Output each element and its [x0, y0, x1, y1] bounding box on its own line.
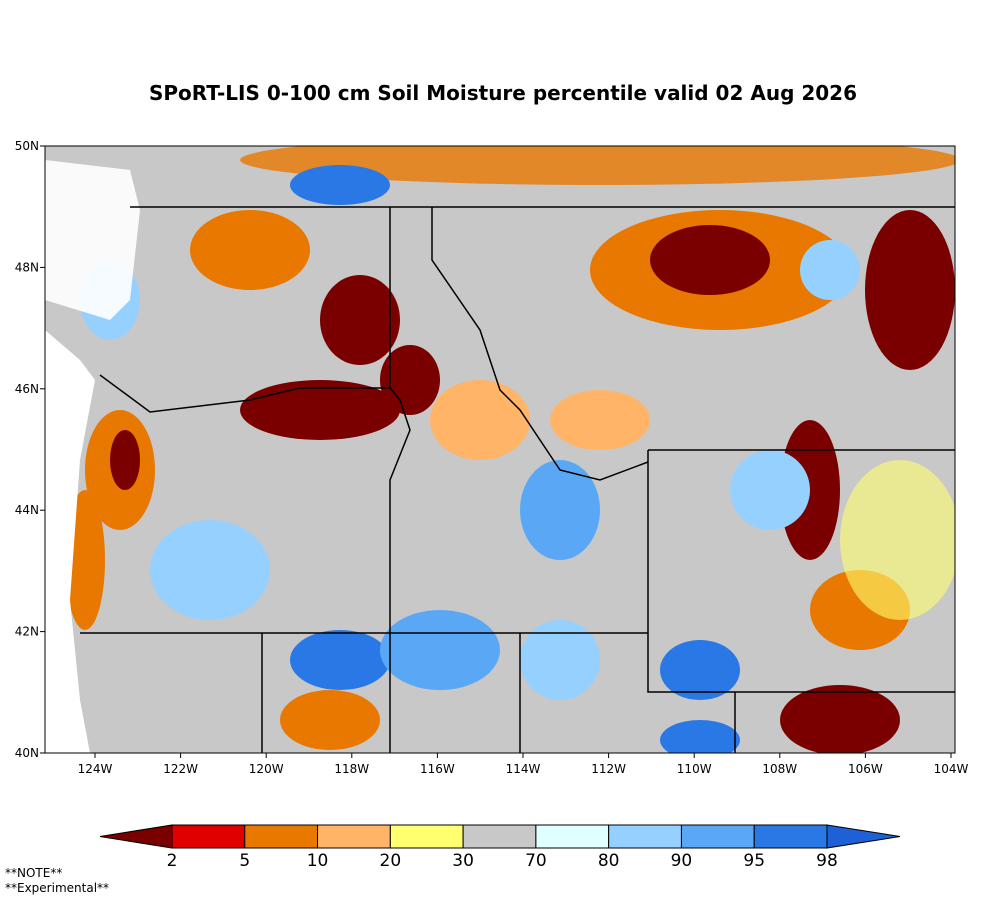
colorbar-box [535, 824, 610, 849]
colorbar-label: 80 [598, 851, 620, 871]
colorbar-box [244, 824, 319, 849]
lat-label: 46N [15, 382, 39, 396]
title: SPoRT-LIS 0-100 cm Soil Moisture percent… [149, 81, 857, 105]
colorbar: 2 5 10 20 30 70 80 90 95 98 [99, 824, 901, 871]
borders [80, 206, 955, 753]
lon-label: 110W [677, 762, 712, 776]
lon-label: 104W [934, 762, 969, 776]
colorbar-arrow [826, 824, 901, 849]
colorbar-box [389, 824, 464, 849]
colorbar-box [753, 824, 828, 849]
colorbar-box [317, 824, 391, 849]
lon-label: 112W [591, 762, 626, 776]
colorbar-label: 2 [167, 851, 178, 871]
lat-label: 40N [15, 746, 39, 760]
lat-label: 44N [15, 503, 39, 517]
lon-label: 106W [848, 762, 883, 776]
colorbar-box [680, 824, 755, 849]
lon-label: 118W [334, 762, 369, 776]
map-frame [44, 145, 956, 754]
water [45, 160, 140, 320]
colorbar-label: 95 [743, 851, 765, 871]
lat-label: 50N [15, 139, 39, 153]
colorbar-label: 5 [239, 851, 250, 871]
lon-label: 124W [78, 762, 113, 776]
lon-label: 122W [163, 762, 198, 776]
colorbar-label: 20 [380, 851, 402, 871]
note: **Experimental** [5, 881, 109, 895]
lat-label: 48N [15, 260, 39, 274]
wet-areas [80, 165, 860, 753]
colorbar-label: 98 [816, 851, 838, 871]
colorbar-label: 30 [452, 851, 474, 871]
lon-label: 108W [762, 762, 797, 776]
lon-label: 120W [249, 762, 284, 776]
colorbar-box [462, 824, 537, 849]
colorbar-label: 10 [307, 851, 329, 871]
map [45, 146, 955, 753]
lon-label: 114W [506, 762, 541, 776]
lon-label: 116W [420, 762, 455, 776]
colorbar-label: 90 [671, 851, 693, 871]
colorbar-box [171, 824, 246, 849]
lat-label: 42N [15, 625, 39, 639]
ocean [45, 146, 95, 753]
ticks: 124W 122W 120W 118W 116W 114W 112W 110W 108W 106W… [15, 139, 969, 776]
colorbar-box [608, 824, 682, 849]
note: **NOTE** [5, 866, 62, 880]
colorbar-label: 70 [525, 851, 547, 871]
